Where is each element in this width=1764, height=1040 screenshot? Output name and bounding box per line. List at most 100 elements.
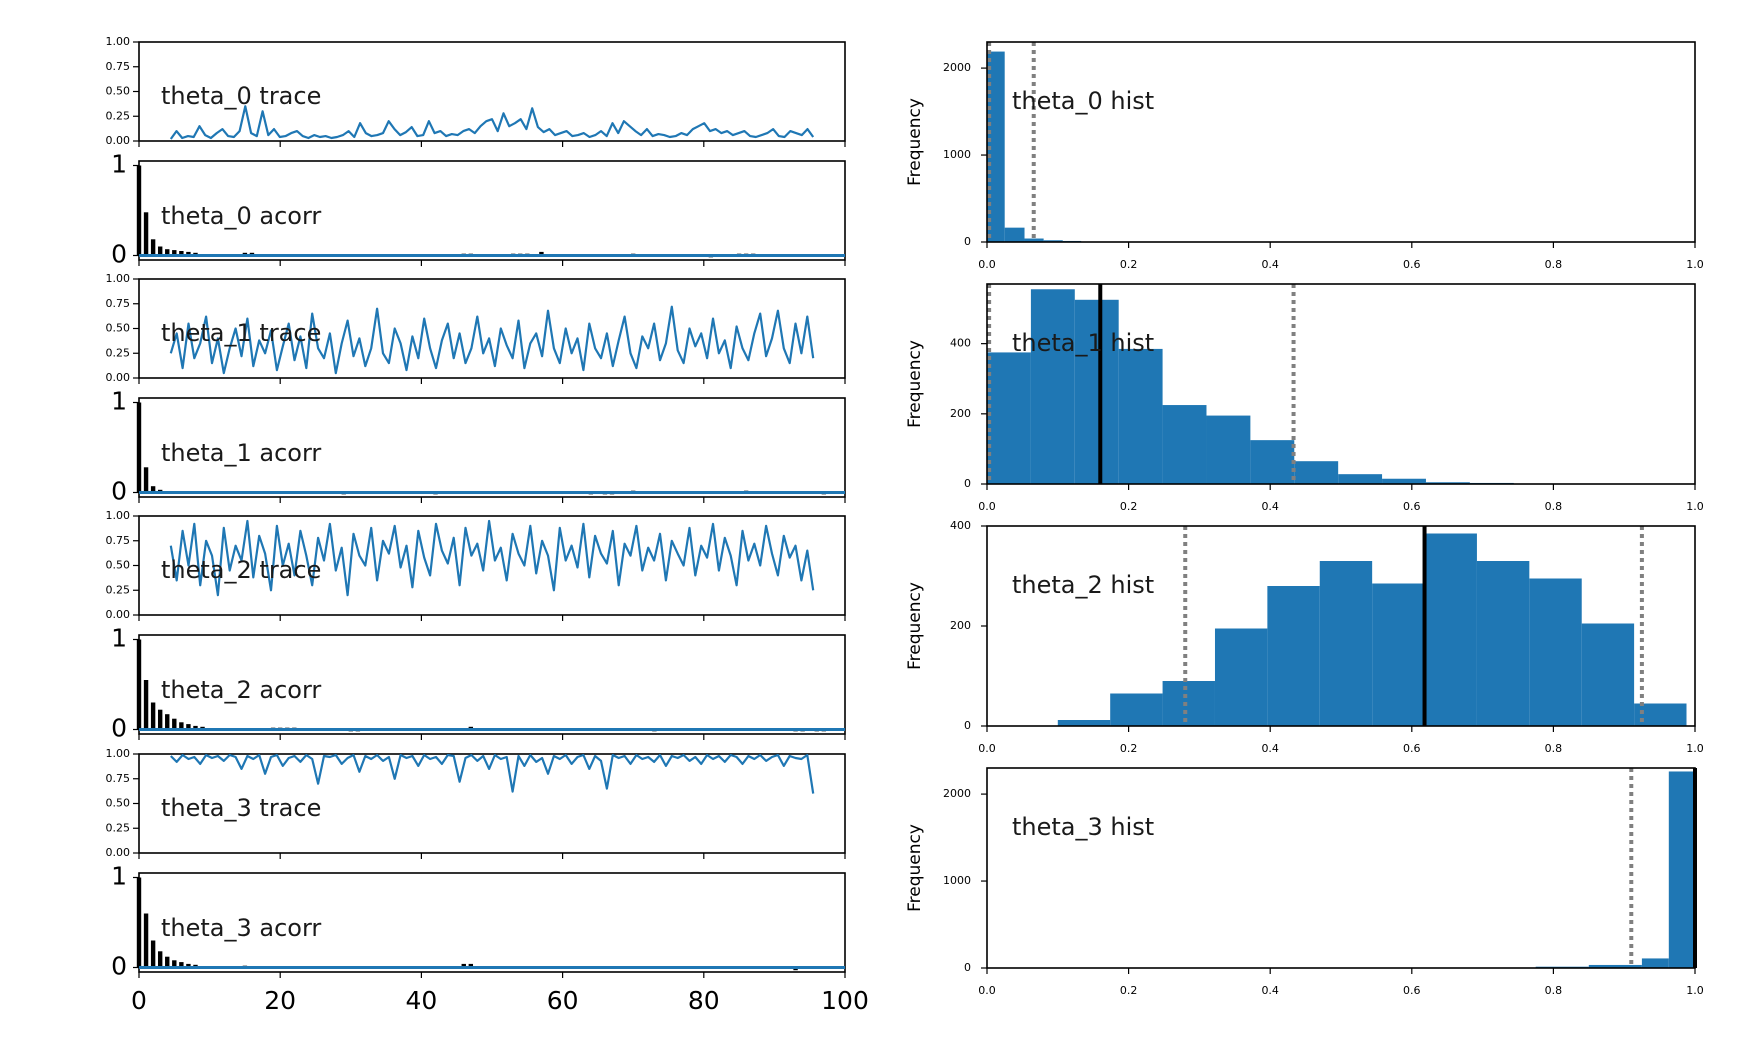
theta_3_acorr-bar-0	[136, 877, 142, 968]
theta_2_hist-bar-1	[1110, 693, 1163, 726]
theta_2_trace-ytick-label-1: 0.25	[106, 583, 131, 596]
theta_1_acorr-bar-0	[136, 402, 142, 493]
theta_2_hist-xtick-label-5: 1.0	[1686, 742, 1704, 755]
theta_0_acorr-ytick-label-0: 0	[111, 240, 127, 269]
theta_1_hist-bar-8	[1338, 474, 1383, 484]
theta_3_trace-ytick-label-4: 1.00	[106, 747, 131, 760]
theta_2_acorr-bar-5	[172, 718, 177, 730]
theta_3_acorr-bar-11	[468, 963, 474, 968]
theta_2_trace-title: theta_2 trace	[161, 556, 321, 584]
theta_3_acorr-xtick-label-4: 80	[688, 986, 720, 1015]
theta_1_acorr-title: theta_1 acorr	[161, 439, 321, 467]
theta_3_trace-ytick-label-3: 0.75	[106, 772, 131, 785]
theta_2_acorr-bar-8	[193, 725, 198, 730]
theta_1_hist-xtick-label-0: 0.0	[978, 500, 996, 513]
theta_3_hist-ylabel: Frequency	[905, 824, 925, 912]
theta_0_trace-series-line	[169, 105, 815, 140]
theta_1_hist-bar-2	[1074, 299, 1119, 484]
theta_1_hist-ytick-label-1: 200	[950, 407, 971, 420]
theta_1_hist-bar-3	[1118, 348, 1163, 484]
theta_2_hist-bar-7	[1424, 533, 1477, 726]
theta_2_hist-xtick-label-2: 0.4	[1261, 742, 1279, 755]
theta_2_hist-bar-5	[1319, 561, 1373, 726]
theta_2_hist-xtick-label-1: 0.2	[1120, 742, 1138, 755]
theta_1_hist-ytick-label-0: 0	[964, 477, 971, 490]
theta_0_hist-ytick-label-1: 1000	[943, 148, 971, 161]
theta_3_acorr-bar-4	[165, 956, 170, 968]
theta_0_acorr-bar-7	[186, 251, 191, 256]
theta_2_acorr-ytick-label-1: 1	[111, 624, 127, 653]
theta_3_acorr-xtick-label-5: 100	[821, 986, 869, 1015]
theta_0_hist-xtick-label-3: 0.6	[1403, 258, 1421, 271]
theta_3_acorr-bar-1	[143, 913, 149, 968]
theta_1_acorr-bar-1	[143, 467, 149, 493]
theta_3_hist-bar-3	[1668, 771, 1695, 968]
theta_3_hist-ytick-label-2: 2000	[943, 787, 971, 800]
theta_3_hist-ytick-label-0: 0	[964, 961, 971, 974]
theta_2_hist-bar-9	[1529, 578, 1582, 726]
theta_2_trace-ytick-label-3: 0.75	[106, 534, 131, 547]
theta_1_hist-ylabel: Frequency	[905, 340, 925, 428]
theta_3_acorr-xtick-label-0: 0	[131, 986, 147, 1015]
theta_2_hist-bar-2	[1162, 681, 1215, 726]
theta_3_hist-bar-1	[1588, 964, 1642, 968]
theta_1_trace-ytick-label-1: 0.25	[106, 346, 131, 359]
theta_3_hist-ytick-label-1: 1000	[943, 874, 971, 887]
theta_3_acorr-panel: 0 1 theta_3 acorr 0 20 40 60 80 100	[111, 862, 869, 1016]
theta_0_trace-title: theta_0 trace	[161, 82, 321, 110]
theta_2_trace-panel: 0.00 0.25 0.50 0.75 1.00 theta_2 trace	[106, 509, 846, 621]
theta_0_hist-panel: 0.0 0.2 0.4 0.6 0.8 1.0 0 1000 2000 Frequency thet…	[905, 41, 1704, 271]
theta_0_hist-xtick-label-1: 0.2	[1120, 258, 1138, 271]
theta_3_trace-title: theta_3 trace	[161, 794, 321, 822]
theta_1_hist-panel: 0.0 0.2 0.4 0.6 0.8 1.0 0 200 400 Frequency theta_…	[905, 283, 1704, 513]
theta_1_hist-bar-5	[1206, 415, 1251, 484]
theta_2_hist-xtick-label-3: 0.6	[1403, 742, 1421, 755]
theta_2_trace-series-line	[169, 519, 815, 597]
theta_0_hist-xtick-label-2: 0.4	[1261, 258, 1279, 271]
theta_2_acorr-bar-3	[157, 709, 163, 730]
theta_3_hist-frame	[986, 767, 1696, 969]
theta_2_hist-bar-0	[1057, 720, 1111, 726]
theta_0_acorr-ytick-label-1: 1	[111, 150, 127, 179]
theta_2_hist-bar-11	[1634, 703, 1687, 726]
theta_0_hist-xtick-label-4: 0.8	[1545, 258, 1563, 271]
theta_3_hist-xtick-label-5: 1.0	[1686, 984, 1704, 997]
theta_0_acorr-bar-1	[143, 212, 149, 256]
theta_2_acorr-bar-2	[150, 702, 156, 730]
theta_1_hist-bar-9	[1382, 478, 1426, 484]
theta_1_hist-bar-1	[1030, 289, 1075, 484]
theta_1_hist-title: theta_1 hist	[1012, 329, 1154, 357]
theta_3_trace-panel: 0.00 0.25 0.50 0.75 1.00 theta_3 trace	[106, 747, 846, 859]
theta_3_hist-xtick-label-2: 0.4	[1261, 984, 1279, 997]
theta_0_hist-frame	[986, 41, 1696, 243]
theta_0_hist-ytick-label-2: 2000	[943, 61, 971, 74]
theta_2_hist-xtick-label-4: 0.8	[1545, 742, 1563, 755]
theta_1_hist-xtick-label-5: 1.0	[1686, 500, 1704, 513]
theta_0_acorr-panel: 0 1 theta_0 acorr	[111, 150, 846, 269]
theta_3_hist-xtick-label-4: 0.8	[1545, 984, 1563, 997]
theta_0_acorr-bar-3	[157, 246, 163, 256]
theta_3_acorr-ytick-label-1: 1	[111, 862, 127, 891]
theta_1_acorr-panel: 0 1 theta_1 acorr	[111, 387, 846, 506]
theta_2_trace-ytick-label-2: 0.50	[106, 559, 131, 572]
theta_2_hist-ytick-label-2: 400	[950, 519, 971, 532]
theta_1_acorr-bar-2	[150, 486, 156, 493]
theta_3_acorr-xtick-label-1: 20	[264, 986, 296, 1015]
theta_2_hist-bar-10	[1581, 623, 1635, 726]
theta_1_hist-bar-7	[1294, 461, 1339, 484]
theta_0_trace-panel: 0.00 0.25 0.50 0.75 1.00 theta_0 trace	[106, 35, 846, 147]
theta_3_hist-xtick-label-0: 0.0	[978, 984, 996, 997]
theta_3_hist-panel: 0.0 0.2 0.4 0.6 0.8 1.0 0 1000 2000 Frequency thet…	[905, 767, 1704, 997]
theta_2_acorr-bar-7	[186, 724, 191, 730]
theta_1_hist-bar-4	[1162, 405, 1207, 484]
theta_0_hist-title: theta_0 hist	[1012, 87, 1154, 115]
theta_1_hist-xtick-label-1: 0.2	[1120, 500, 1138, 513]
theta_1_hist-bar-10	[1425, 482, 1470, 484]
theta_0_hist-bar-3	[1043, 240, 1063, 242]
theta_1_trace-title: theta_1 trace	[161, 319, 321, 347]
theta_2_hist-panel: 0.0 0.2 0.4 0.6 0.8 1.0 0 200 400 Frequency theta_…	[905, 519, 1704, 755]
theta_0_trace-ytick-label-1: 0.25	[106, 109, 131, 122]
theta_3_acorr-bar-7	[186, 963, 191, 968]
theta_2_trace-ytick-label-0: 0.00	[106, 608, 131, 621]
